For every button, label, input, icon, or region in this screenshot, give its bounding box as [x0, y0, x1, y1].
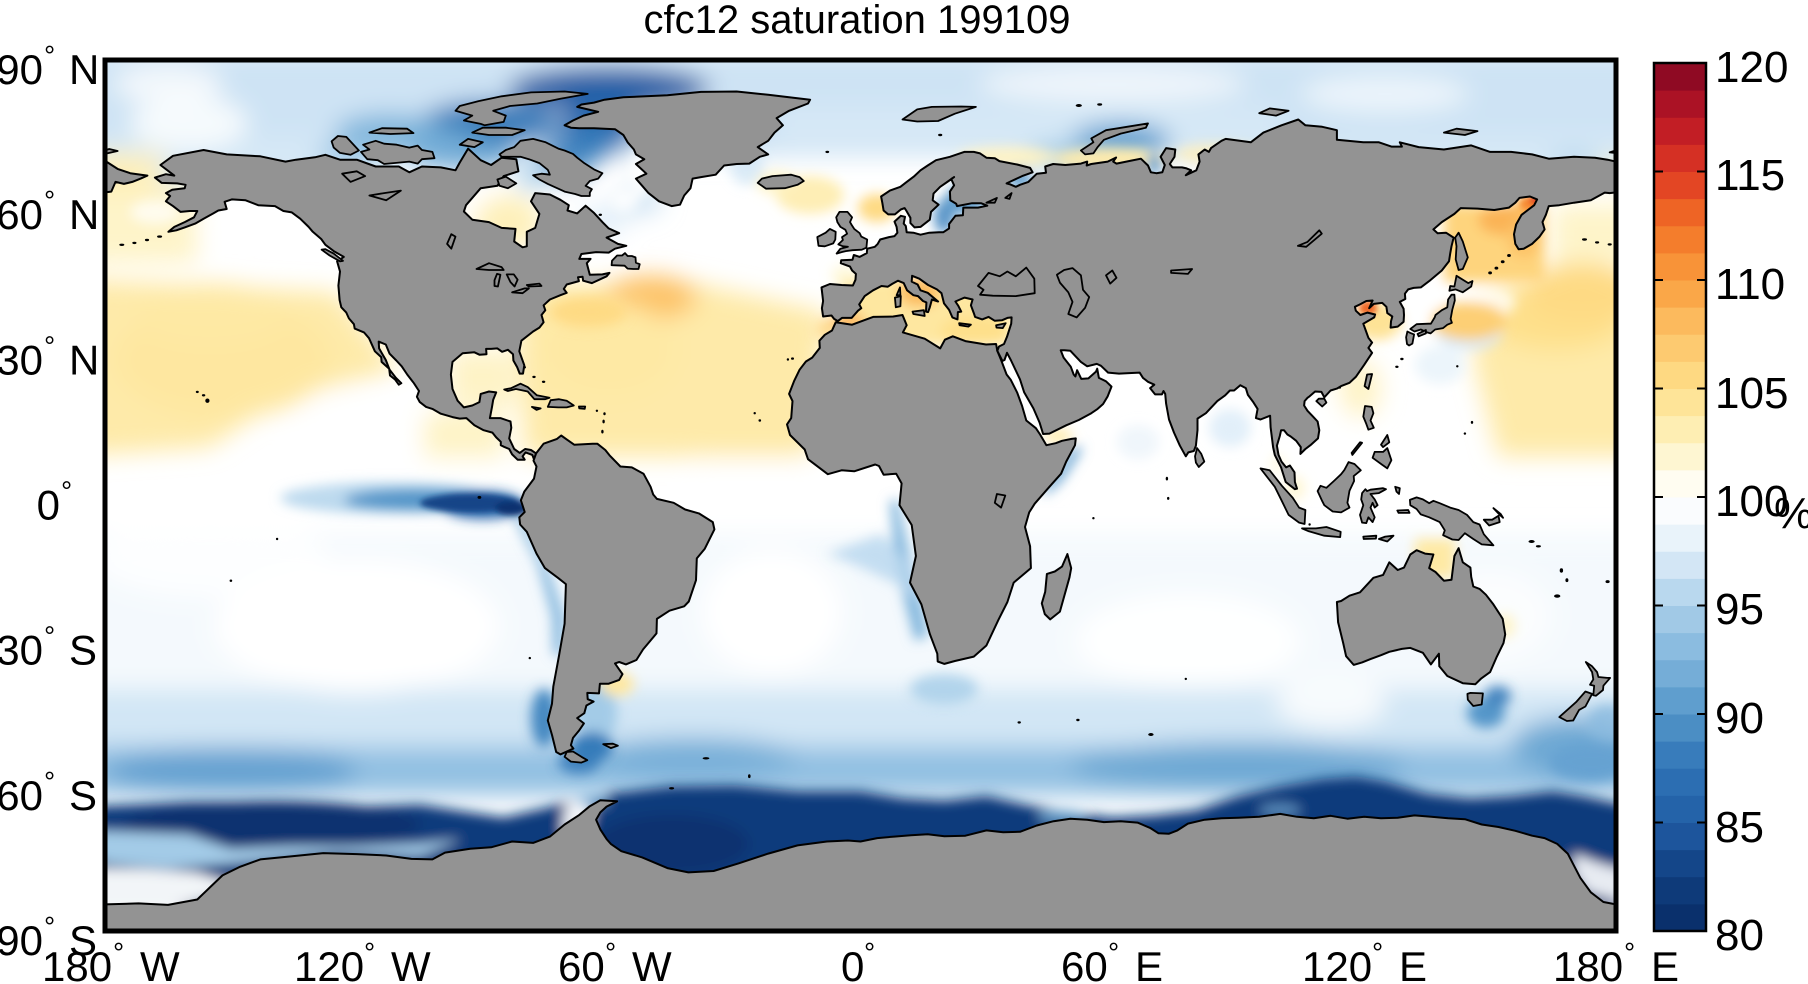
svg-text:°: ° — [44, 330, 55, 361]
svg-text:W: W — [632, 943, 672, 984]
svg-text:115: 115 — [1715, 151, 1785, 200]
svg-text:30: 30 — [0, 336, 43, 383]
svg-text:N: N — [69, 46, 99, 93]
svg-text:N: N — [69, 191, 99, 238]
svg-text:°: ° — [61, 476, 72, 507]
svg-text:105: 105 — [1715, 369, 1788, 418]
svg-text:°: ° — [44, 911, 55, 942]
svg-text:120: 120 — [294, 943, 364, 984]
svg-text:90: 90 — [0, 46, 43, 93]
svg-text:30: 30 — [0, 627, 43, 674]
svg-text:°: ° — [364, 937, 375, 968]
svg-text:180: 180 — [42, 943, 112, 984]
svg-text:0: 0 — [841, 943, 864, 984]
svg-text:90: 90 — [0, 917, 43, 964]
svg-text:180: 180 — [1553, 943, 1623, 984]
svg-text:°: ° — [864, 937, 875, 968]
svg-text:60: 60 — [1061, 943, 1108, 984]
svg-text:E: E — [1135, 943, 1163, 984]
svg-text:E: E — [1399, 943, 1427, 984]
svg-text:°: ° — [1624, 937, 1635, 968]
svg-text:N: N — [69, 336, 99, 383]
svg-text:S: S — [69, 772, 97, 819]
svg-text:°: ° — [1372, 937, 1383, 968]
svg-text:120: 120 — [1302, 943, 1372, 984]
svg-text:°: ° — [113, 937, 124, 968]
svg-text:60: 60 — [558, 943, 605, 984]
svg-text:S: S — [69, 627, 97, 674]
svg-text:60: 60 — [0, 191, 43, 238]
svg-text:W: W — [391, 943, 431, 984]
svg-text:E: E — [1651, 943, 1679, 984]
svg-text:90: 90 — [1715, 694, 1764, 743]
svg-text:%: % — [1774, 489, 1808, 538]
svg-text:W: W — [140, 943, 180, 984]
svg-text:°: ° — [44, 40, 55, 71]
svg-text:110: 110 — [1715, 260, 1785, 309]
svg-text:60: 60 — [0, 772, 43, 819]
svg-text:120: 120 — [1715, 43, 1788, 92]
svg-text:°: ° — [44, 185, 55, 216]
svg-text:80: 80 — [1715, 911, 1764, 960]
svg-text:0: 0 — [37, 482, 60, 529]
svg-text:°: ° — [44, 621, 55, 652]
svg-text:cfc12 saturation 199109: cfc12 saturation 199109 — [644, 0, 1071, 42]
svg-text:°: ° — [605, 937, 616, 968]
svg-text:S: S — [69, 917, 97, 964]
svg-text:95: 95 — [1715, 585, 1764, 634]
svg-text:100: 100 — [1715, 477, 1788, 526]
svg-text:°: ° — [44, 766, 55, 797]
svg-text:85: 85 — [1715, 803, 1764, 852]
svg-text:°: ° — [1108, 937, 1119, 968]
